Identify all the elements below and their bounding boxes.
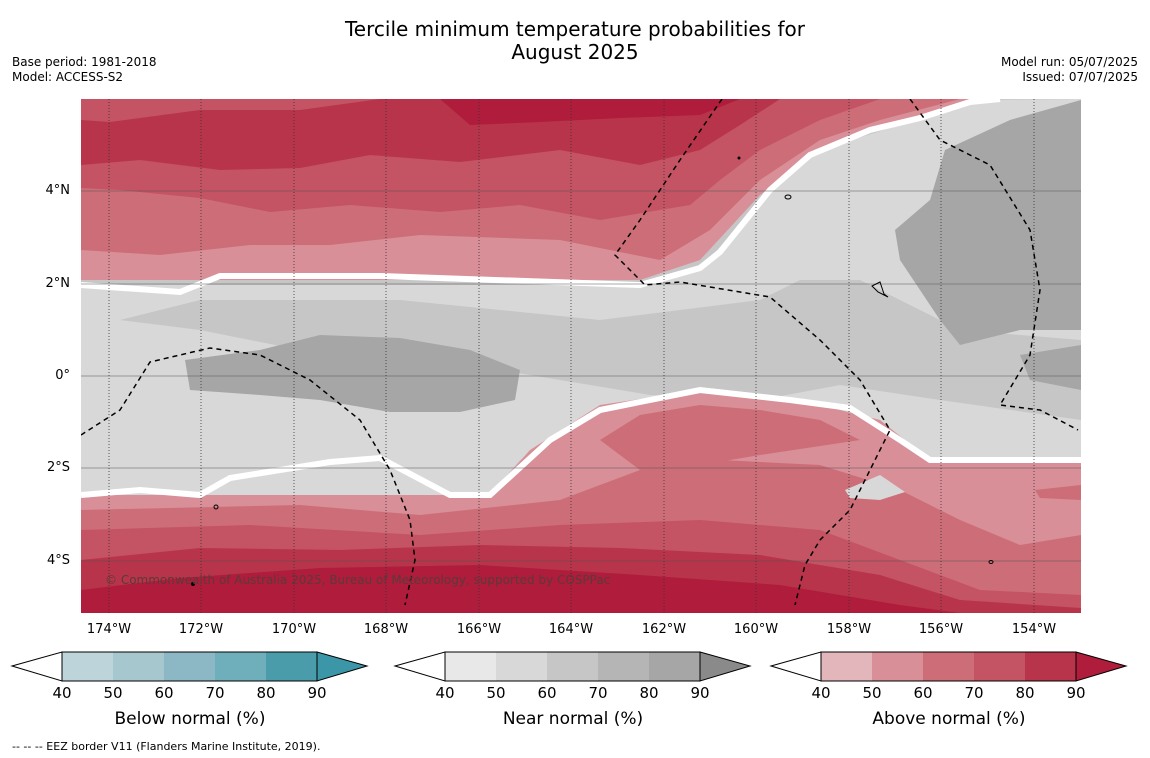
base-info: Base period: 1981-2018 Model: ACCESS-S2 (12, 55, 157, 85)
issued-date: Issued: 07/07/2025 (1022, 70, 1138, 84)
colorbar-above-bin (923, 652, 974, 681)
colorbar-above-frame (820, 651, 1077, 682)
colorbar-tick: 60 (154, 684, 174, 702)
lat-label-4n: 4°N (45, 183, 71, 198)
south-boundary (81, 386, 1081, 499)
colorbar-below-bin (266, 652, 317, 681)
lon-label: 160°W (733, 622, 779, 637)
colorbar-near-bin (649, 652, 700, 681)
colorbar-tick: 90 (1066, 684, 1086, 702)
model-name: Model: ACCESS-S2 (12, 70, 124, 84)
colorbar-below-bin (164, 652, 215, 681)
colorbar-above-min-arrow (769, 651, 822, 682)
colorbar-tick: 50 (103, 684, 123, 702)
eez-footnote: -- -- -- EEZ border V11 (Flanders Marine… (12, 740, 321, 753)
lon-label: 174°W (86, 622, 132, 637)
colorbar-label-below: Below normal (%) (114, 709, 266, 729)
colorbar-near-normal (393, 651, 752, 682)
colorbar-below-bin (62, 652, 113, 681)
above-north-90 (440, 99, 740, 125)
colorbar-below-max-arrow (316, 651, 369, 682)
colorbar-above-max-arrow (1075, 651, 1128, 682)
colorbar-near-min-arrow (393, 651, 446, 682)
lon-label: 156°W (918, 622, 964, 637)
eez-borders (81, 99, 1079, 606)
lon-label: 170°W (271, 622, 317, 637)
lon-label: 166°W (456, 622, 502, 637)
map-title: Tercile minimum temperature probabilitie… (0, 18, 1150, 64)
colorbar-tick: 70 (205, 684, 225, 702)
colorbar-near-frame (444, 651, 701, 682)
colorbar-tick: 80 (639, 684, 659, 702)
colorbar-below-frame (61, 651, 318, 682)
colorbar-tick: 70 (588, 684, 608, 702)
colorbar-above-bin (974, 652, 1025, 681)
lon-label: 162°W (641, 622, 687, 637)
colorbar-label-above: Above normal (%) (872, 709, 1026, 729)
colorbar-tick: 60 (913, 684, 933, 702)
colorbar-below-min-arrow (10, 651, 63, 682)
colorbar-tick: 80 (256, 684, 276, 702)
colorbar-near-bin (445, 652, 496, 681)
colorbar-tick: 60 (537, 684, 557, 702)
lon-label: 168°W (363, 622, 409, 637)
lat-label-0: 0° (55, 368, 70, 383)
lat-label-4s: 4°S (46, 553, 70, 568)
latitude-grid (81, 190, 1081, 562)
colorbar-near-max-arrow (699, 651, 752, 682)
above-south-90 (81, 565, 960, 613)
copyright-notice: © Commonwealth of Australia 2025, Bureau… (105, 573, 611, 587)
colorbar-above-normal (769, 651, 1128, 682)
colorbar-tick: 40 (811, 684, 831, 702)
run-info: Model run: 05/07/2025 Issued: 07/07/2025 (1001, 55, 1138, 85)
colorbar-tick: 70 (964, 684, 984, 702)
colorbar-tick: 80 (1015, 684, 1035, 702)
colorbar-tick: 50 (486, 684, 506, 702)
lon-label: 154°W (1011, 622, 1057, 637)
colorbar-below-bin (215, 652, 266, 681)
near-normal-dark-east-2 (1020, 345, 1081, 390)
colorbar-tick: 90 (307, 684, 327, 702)
colorbar-above-bin (821, 652, 872, 681)
colorbar-below-bin (113, 652, 164, 681)
above-north-70b (81, 99, 380, 122)
colorbar-tick: 40 (52, 684, 72, 702)
above-south-60-east (1035, 485, 1081, 500)
lon-label: 158°W (826, 622, 872, 637)
north-boundary (81, 99, 1001, 296)
title-line-1: Tercile minimum temperature probabilitie… (344, 17, 806, 41)
lat-label-2n: 2°N (45, 276, 71, 291)
near-normal-island-patch (845, 475, 905, 500)
islands (191, 156, 994, 586)
probability-field (81, 99, 1081, 613)
colorbar-tick: 90 (690, 684, 710, 702)
colorbar-above-bin (1025, 652, 1076, 681)
near-normal-dark-west (185, 335, 520, 412)
above-south-60-patch (600, 405, 860, 470)
lat-label-2s: 2°S (46, 460, 70, 475)
lon-label: 164°W (548, 622, 594, 637)
near-normal-mid (120, 280, 1081, 420)
model-run: Model run: 05/07/2025 (1000, 55, 1138, 69)
colorbar-label-near: Near normal (%) (502, 709, 644, 729)
title-line-2: August 2025 (511, 40, 639, 64)
colorbar-near-bin (598, 652, 649, 681)
lon-label: 172°W (178, 622, 224, 637)
colorbar-below-normal (10, 651, 369, 682)
colorbar-near-bin (496, 652, 547, 681)
colorbar-tick: 50 (862, 684, 882, 702)
colorbar-above-bin (872, 652, 923, 681)
base-period: Base period: 1981-2018 (12, 55, 157, 69)
colorbar-tick: 40 (435, 684, 455, 702)
colorbar-near-bin (547, 652, 598, 681)
